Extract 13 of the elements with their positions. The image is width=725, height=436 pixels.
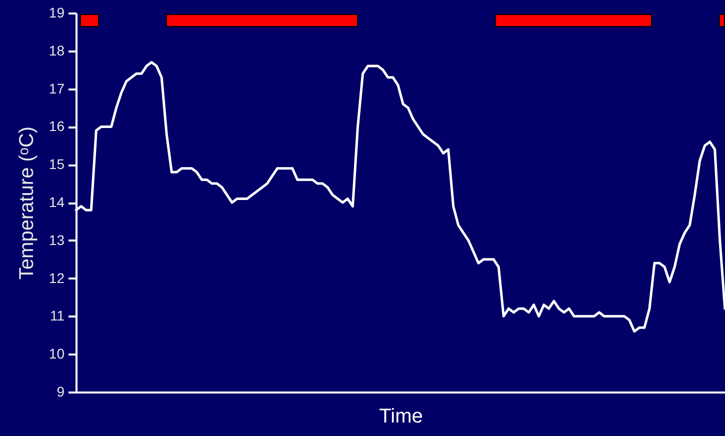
- y-tick-label: 14: [48, 194, 65, 210]
- y-axis-title: Temperature (ᵒC): [16, 126, 38, 280]
- y-tick-label: 18: [48, 42, 65, 58]
- y-tick-label: 19: [48, 4, 65, 20]
- y-tick-label: 16: [48, 118, 65, 134]
- y-tick-label: 13: [48, 232, 65, 248]
- y-tick-label: 9: [56, 384, 65, 400]
- y-tick-label: 17: [48, 80, 65, 96]
- y-tick-label: 15: [48, 156, 65, 172]
- y-tick-label: 12: [48, 270, 65, 286]
- y-tick-label: 11: [50, 308, 65, 324]
- x-axis-title: Time: [379, 406, 423, 428]
- y-tick-label: 10: [48, 346, 65, 362]
